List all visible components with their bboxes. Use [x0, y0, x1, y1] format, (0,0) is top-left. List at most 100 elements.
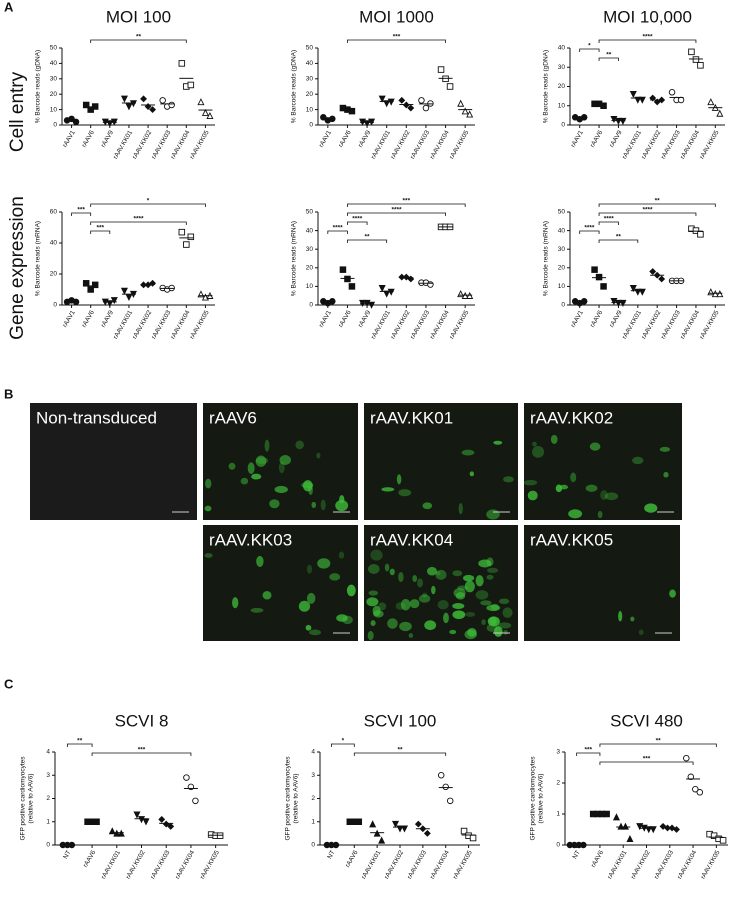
- cell-signal: [396, 474, 402, 485]
- significance-label: ****: [333, 225, 344, 232]
- significance-bracket: [353, 752, 447, 756]
- y-tick-label: 4: [311, 749, 315, 756]
- x-tick-label: NT: [62, 849, 72, 860]
- cell-signal: [398, 489, 412, 497]
- image-label: rAAV.KK01: [370, 408, 453, 427]
- cell-signal: [527, 490, 538, 501]
- cell-signal: [256, 555, 264, 567]
- cell-signal: [431, 585, 436, 595]
- cell-signal: [435, 569, 447, 580]
- y-tick-label: 20: [558, 83, 566, 90]
- data-point: [91, 281, 99, 289]
- x-tick-label: rAAV6: [81, 129, 96, 149]
- significance-label: *: [147, 198, 150, 205]
- x-tick-label: rAAV6: [82, 849, 97, 869]
- micrograph: [203, 525, 358, 641]
- x-tick-label: rAAV.KK02: [630, 849, 652, 880]
- cell-signal: [497, 622, 512, 629]
- data-point: [619, 117, 627, 125]
- cell-signal: [204, 553, 213, 558]
- y-tick-label: 4: [46, 749, 50, 756]
- x-tick-label: rAAV.KK05: [699, 309, 721, 340]
- y-tick-label: 60: [50, 209, 58, 216]
- cell-signal: [462, 574, 475, 582]
- y-tick-label: 40: [50, 240, 58, 247]
- significance-bracket: [598, 57, 619, 61]
- x-tick-label: rAAV.KK02: [640, 129, 662, 160]
- x-tick-label: rAAV9: [357, 129, 372, 149]
- data-point: [595, 273, 603, 281]
- data-point: [383, 100, 391, 108]
- data-point: [140, 95, 147, 103]
- image-label: rAAV.KK02: [530, 408, 613, 427]
- cell-signal: [449, 629, 457, 635]
- y-tick-label: 3: [556, 749, 560, 756]
- data-point: [591, 266, 598, 273]
- x-tick-label: rAAV.KK05: [189, 129, 211, 160]
- data-point: [629, 90, 637, 99]
- data-point: [649, 826, 657, 834]
- micrograph: [524, 403, 682, 520]
- significance-bracket: [71, 212, 92, 216]
- panel-label: C: [4, 676, 14, 691]
- significance-bracket: [347, 203, 466, 207]
- cell-signal: [555, 484, 563, 493]
- data-point: [711, 290, 719, 298]
- x-tick-label: rAAV.KK01: [370, 309, 392, 340]
- x-tick-label: rAAV.KK04: [429, 849, 451, 880]
- x-tick-label: rAAV9: [100, 309, 115, 329]
- data-point: [423, 829, 431, 837]
- cell-signal: [381, 487, 395, 492]
- data-point: [610, 115, 618, 124]
- y-tick-label: 3: [46, 772, 50, 779]
- significance-label: **: [616, 234, 622, 241]
- cell-signal: [475, 575, 484, 587]
- cell-signal: [502, 607, 513, 618]
- cell-signal: [422, 502, 433, 510]
- significance-bracket: [90, 221, 187, 225]
- cell-signal: [368, 590, 379, 596]
- data-point: [692, 785, 699, 793]
- cell-signal: [240, 477, 249, 485]
- significance-bracket: [599, 761, 694, 765]
- micrograph: [30, 403, 197, 520]
- cell-signal: [204, 505, 212, 512]
- cell-signal: [311, 501, 317, 509]
- significance-bracket: [579, 48, 600, 52]
- data-point: [117, 829, 125, 837]
- data-point: [427, 281, 434, 288]
- cell-signal: [486, 604, 501, 612]
- data-point: [422, 104, 430, 112]
- y-tick-label: 50: [558, 209, 566, 216]
- cell-signal: [418, 594, 431, 603]
- significance-label: ****: [391, 207, 402, 214]
- x-tick-label: rAAV.KK02: [383, 849, 405, 880]
- data-point: [692, 56, 700, 63]
- cell-signal: [409, 599, 420, 609]
- data-point: [610, 298, 618, 306]
- panel-label: A: [4, 0, 14, 14]
- x-tick-label: rAAV.KK01: [100, 849, 122, 880]
- y-tick-label: 50: [50, 45, 58, 52]
- data-point: [677, 96, 685, 104]
- cell-signal: [316, 452, 321, 459]
- chart-title: MOI 10,000: [603, 7, 692, 26]
- y-tick-label: 10: [558, 102, 566, 109]
- y-tick-label: 30: [50, 76, 58, 83]
- cell-signal: [335, 499, 349, 512]
- cell-signal: [532, 441, 537, 447]
- y-axis-label: (relative to AAV6): [293, 773, 300, 823]
- cell-signal: [452, 570, 463, 577]
- data-point: [614, 117, 622, 125]
- x-tick-label: rAAV1: [62, 129, 77, 149]
- significance-label: ****: [352, 216, 363, 223]
- data-point: [187, 233, 195, 241]
- micrograph: [524, 525, 680, 641]
- cell-signal: [317, 558, 331, 569]
- data-point: [120, 95, 128, 103]
- data-point: [187, 81, 195, 89]
- data-point: [697, 231, 704, 238]
- significance-label: *: [342, 738, 345, 745]
- y-axis-label: GFP positive cardiomyocytes: [285, 756, 292, 841]
- x-tick-label: rAAV.KK04: [429, 309, 451, 340]
